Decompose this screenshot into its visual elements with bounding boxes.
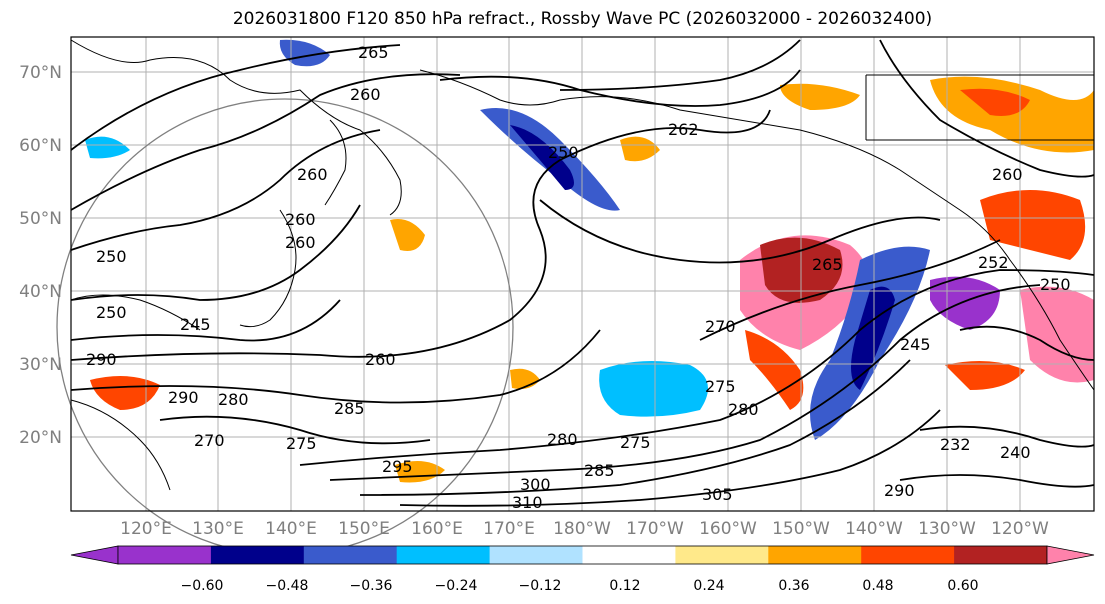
contour-label: 275 [705,377,736,396]
contour-label: 260 [285,233,316,252]
contour-label: 260 [365,350,396,369]
contour-label: 295 [382,457,413,476]
colorbar-tick-label: −0.48 [266,578,309,594]
colorbar-tick-label: 0.60 [947,578,978,594]
chart-title: 2026031800 F120 850 hPa refract., Rossby… [232,9,933,29]
lon-label: 180°W [553,519,611,539]
latitude-labels: 70°N 60°N 50°N 40°N 30°N 20°N [19,63,62,448]
shaded-field [85,39,1094,483]
contour-label: 260 [285,210,316,229]
colorbar-segment [582,546,676,564]
colorbar-tick-label: −0.36 [350,578,393,594]
colorbar-segment [396,546,491,564]
contour-label: 275 [620,433,651,452]
lon-label: 140°E [265,519,317,539]
contour-label: 245 [180,315,211,334]
contour-label: 280 [218,390,249,409]
colorbar-ticks: −0.60 −0.48 −0.36 −0.24 −0.12 0.12 0.24 … [181,578,979,594]
lon-label: 120°E [120,519,172,539]
contour-label: 260 [297,165,328,184]
contour-label: 300 [520,475,551,494]
coastlines [70,39,1095,491]
colorbar-extend-high [1046,545,1095,565]
colorbar-segment [768,546,862,564]
contour-label: 280 [547,430,578,449]
contour-label: 280 [728,400,759,419]
contour-label: 290 [168,388,199,407]
contour-label: 232 [940,435,971,454]
colorbar-segment [954,546,1048,564]
lon-label: 150°W [772,519,830,539]
colorbar-tick-label: 0.36 [778,578,809,594]
colorbar-tick-label: 0.12 [609,578,640,594]
lon-label: 160°W [699,519,757,539]
lon-label: 130°E [192,519,244,539]
colorbar-tick-label: −0.24 [435,578,478,594]
contour-label: 260 [350,85,381,104]
colorbar-segment [303,546,398,564]
contour-label: 290 [884,481,915,500]
lon-label: 120°W [991,519,1049,539]
contour-label: 245 [900,335,931,354]
lon-label: 130°W [918,519,976,539]
colorbar-segment [489,546,583,564]
lon-label: 160°E [411,519,463,539]
contour-label: 270 [705,317,736,336]
lat-label: 70°N [19,63,62,83]
contour-label: 260 [992,165,1023,184]
colorbar-tick-label: 0.48 [862,578,893,594]
contours [70,39,1095,507]
contour-label: 285 [584,461,615,480]
contour-label: 250 [1040,275,1071,294]
lon-label: 170°E [483,519,535,539]
colorbar [70,545,1095,565]
lat-label: 30°N [19,355,62,375]
colorbar-tick-label: −0.12 [519,578,562,594]
contour-label: 250 [96,303,127,322]
lon-label: 150°E [338,519,390,539]
longitude-labels: 120°E 130°E 140°E 150°E 160°E 170°E 180°… [120,519,1049,539]
contour-label: 250 [96,247,127,266]
contour-label: 275 [286,434,317,453]
colorbar-extend-low [70,545,119,565]
lat-label: 20°N [19,428,62,448]
colorbar-segment [118,546,212,564]
lon-label: 170°W [626,519,684,539]
contour-label: 240 [1000,443,1031,462]
contour-labels: 265 260 260 250 260 260 250 250 245 260 … [86,43,1071,512]
lat-label: 40°N [19,282,62,302]
colorbar-segment [675,546,769,564]
contour-label: 310 [512,493,543,512]
contour-label: 265 [358,43,389,62]
colorbar-tick-label: −0.60 [181,578,224,594]
contour-label: 265 [812,255,843,274]
colorbar-tick-label: 0.24 [693,578,724,594]
contour-label: 305 [702,485,733,504]
contour-label: 270 [194,431,225,450]
contour-label: 250 [548,143,579,162]
lat-label: 50°N [19,209,62,229]
contour-label: 290 [86,350,117,369]
contour-label: 285 [334,399,365,418]
lat-label: 60°N [19,136,62,156]
colorbar-segment [861,546,955,564]
map-frame [70,36,1095,512]
colorbar-segment [210,546,305,564]
contour-label: 262 [668,120,699,139]
lon-label: 140°W [845,519,903,539]
contour-label: 252 [978,253,1009,272]
